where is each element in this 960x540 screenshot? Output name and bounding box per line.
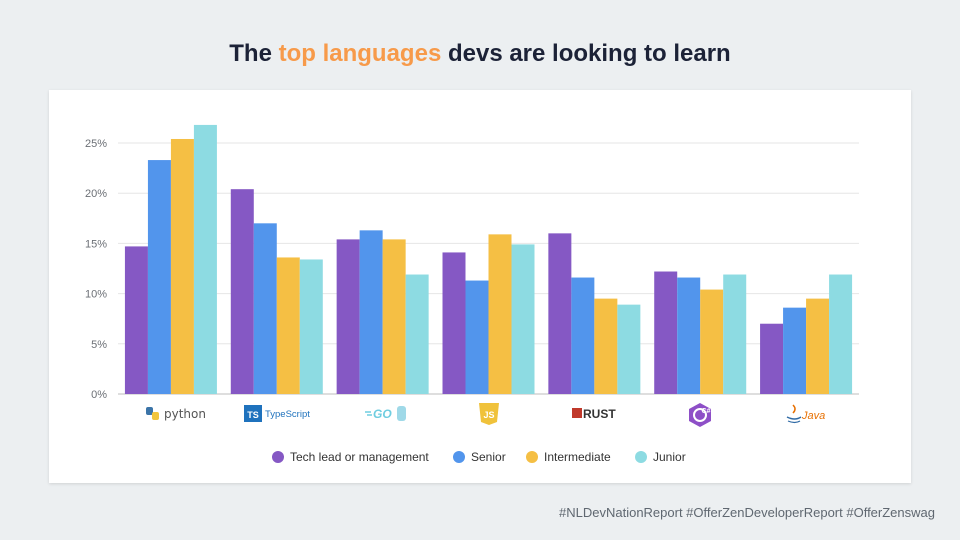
bar-typescript-junior <box>299 259 323 394</box>
bar-go-tech <box>336 239 360 394</box>
logo-typescript-text: TypeScript <box>265 409 310 420</box>
js-logo: JS <box>479 403 499 425</box>
legend-swatch <box>526 451 538 463</box>
bar-typescript-senior <box>253 223 277 394</box>
bar-rust-junior <box>617 304 641 394</box>
logo-js-text: JS <box>483 410 494 420</box>
bar-rust-senior <box>571 277 595 394</box>
logo-java-text: Java <box>801 410 825 422</box>
logo-python-text: python <box>164 407 206 421</box>
bar-java-senior <box>783 307 807 394</box>
bar-c-senior <box>677 277 701 394</box>
legend-swatch <box>453 451 465 463</box>
bar-python-intermediate <box>170 138 194 394</box>
bar-c-junior <box>723 274 747 394</box>
bar-java-intermediate <box>806 298 830 394</box>
legend-label: Senior <box>471 450 506 464</box>
bar-typescript-intermediate <box>276 257 300 394</box>
legend-swatch <box>635 451 647 463</box>
legend-swatch <box>272 451 284 463</box>
y-tick-label: 0% <box>91 389 107 401</box>
logo-csharp-text: C# <box>702 408 711 415</box>
bar-rust-intermediate <box>594 298 618 394</box>
chart-card: 0% 5% 10% 15% 20% 25% python TS TypeScript GO <box>49 90 911 483</box>
bar-go-senior <box>359 230 383 394</box>
bar-java-tech <box>760 323 784 394</box>
typescript-logo: TS TypeScript <box>244 405 310 422</box>
footer-hashtags: #NLDevNationReport #OfferZenDeveloperRep… <box>559 505 935 520</box>
bar-js-tech <box>442 252 466 394</box>
y-tick-label: 20% <box>85 188 107 200</box>
legend-label: Intermediate <box>544 450 611 464</box>
bar-js-junior <box>511 244 535 394</box>
bar-rust-tech <box>548 233 572 394</box>
logo-rust-text: RUST <box>583 407 616 421</box>
legend-label: Junior <box>653 450 686 464</box>
bar-python-tech <box>124 246 148 394</box>
bar-c-intermediate <box>700 289 724 394</box>
title-prefix: The <box>229 40 279 67</box>
bar-python-senior <box>147 160 171 394</box>
title-accent: top languages <box>278 40 442 67</box>
bar-chart: 0% 5% 10% 15% 20% 25% python TS TypeScript GO <box>85 124 859 464</box>
bar-typescript-tech <box>230 189 254 394</box>
rust-logo: RUST <box>572 407 616 421</box>
bar-c-tech <box>654 271 678 394</box>
legend-label: Tech lead or management <box>290 450 429 464</box>
bar-java-junior <box>829 274 853 394</box>
y-tick-label: 25% <box>85 138 107 150</box>
logo-go-text: GO <box>373 407 392 421</box>
y-tick-label: 15% <box>85 238 107 250</box>
go-logo: GO <box>365 406 406 421</box>
csharp-logo: C# <box>689 403 711 427</box>
bar-js-intermediate <box>488 234 512 394</box>
bar-python-junior <box>193 124 217 394</box>
y-tick-label: 10% <box>85 289 107 301</box>
svg-text:TS: TS <box>247 410 259 420</box>
y-tick-label: 5% <box>91 339 107 351</box>
java-logo: Java <box>786 404 825 424</box>
title-suffix: devs are looking to learn <box>441 40 731 67</box>
page-title: The top languages devs are looking to le… <box>0 40 960 68</box>
python-logo: python <box>146 407 206 421</box>
bar-go-intermediate <box>382 239 406 394</box>
bar-js-senior <box>465 280 489 394</box>
bar-go-junior <box>405 274 429 394</box>
